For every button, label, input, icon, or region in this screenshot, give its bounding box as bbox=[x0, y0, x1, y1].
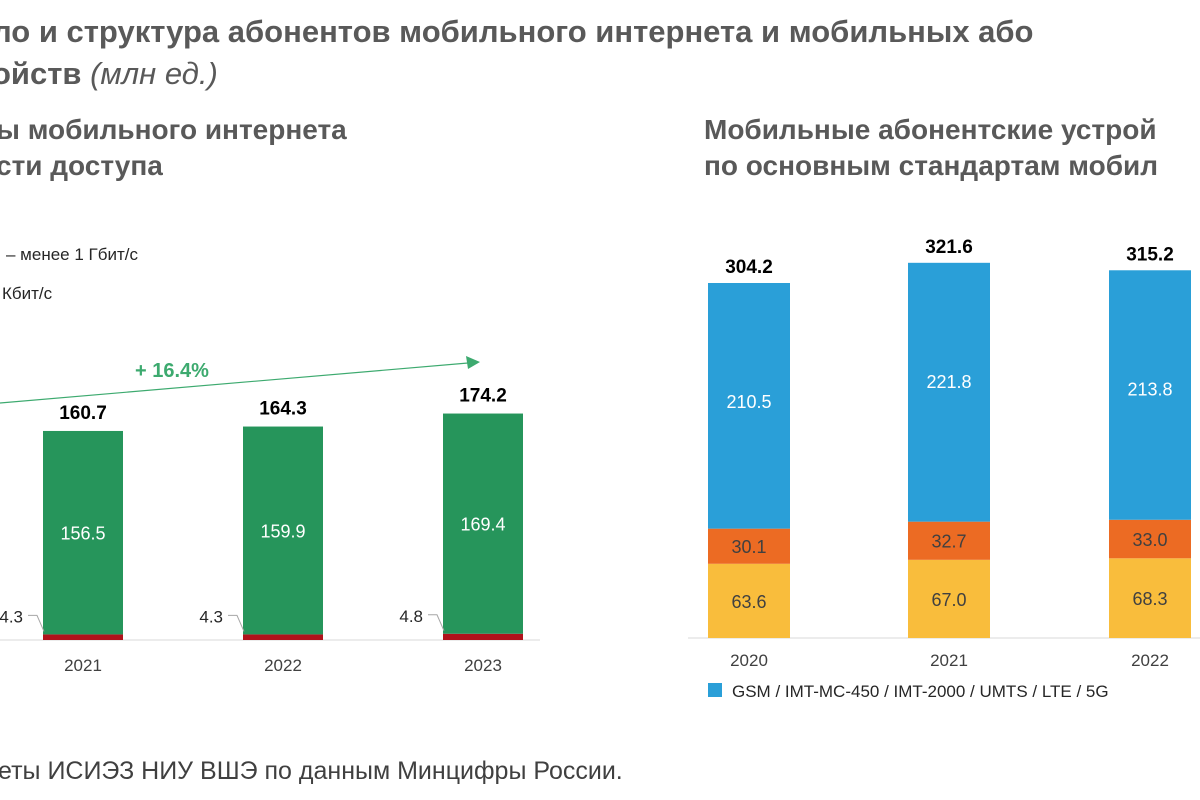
growth-arrow-head bbox=[466, 356, 480, 369]
left-x-tick-label: 2022 bbox=[264, 656, 302, 675]
right-bar-value-label: 67.0 bbox=[931, 590, 966, 610]
right-bar-total-label: 304.2 bbox=[725, 257, 773, 278]
right-bar-segment bbox=[708, 528, 790, 564]
right-bar-value-label: 33.0 bbox=[1132, 530, 1167, 550]
left-leader-line bbox=[428, 614, 445, 631]
page-title-italic: (млн ед.) bbox=[90, 56, 218, 91]
right-x-tick-label: 2022 bbox=[1131, 651, 1169, 670]
left-subtitle-line1: ы мобильного интернета bbox=[0, 114, 347, 145]
right-bar-segment bbox=[708, 563, 790, 638]
right-bar-value-label: 68.3 bbox=[1132, 589, 1167, 609]
left-bar-value-label: 169.4 bbox=[460, 515, 505, 535]
page-title-line2: ойств (млн ед.) bbox=[0, 56, 218, 92]
left-bar-main-segment bbox=[443, 413, 523, 634]
right-bar-value-label: 32.7 bbox=[931, 532, 966, 552]
right-bar-segment bbox=[908, 521, 990, 560]
right-subtitle-line1: Мобильные абонентские устрой bbox=[704, 114, 1157, 145]
right-bar-segment bbox=[1109, 270, 1191, 520]
left-legend-item-2: Кбит/с bbox=[2, 284, 53, 303]
left-bar-total-label: 174.2 bbox=[459, 386, 507, 407]
left-small-value-label: 4.3 bbox=[0, 607, 23, 626]
right-bar-value-label: 30.1 bbox=[731, 537, 766, 557]
left-bar-small-segment bbox=[43, 634, 123, 640]
right-legend-label: GSM / IMT-MC-450 / IMT-2000 / UMTS / LTE… bbox=[732, 682, 1109, 701]
right-subtitle-line2: по основным стандартам мобил bbox=[704, 150, 1159, 181]
page-title-line1: ло и структура абонентов мобильного инте… bbox=[0, 14, 1034, 49]
growth-arrow-line bbox=[0, 362, 469, 404]
right-bar-total-label: 321.6 bbox=[925, 237, 973, 258]
right-bar-value-label: 221.8 bbox=[926, 372, 971, 392]
right-bar-segment bbox=[1109, 558, 1191, 638]
right-x-tick-label: 2021 bbox=[930, 651, 968, 670]
right-bar-segment bbox=[908, 559, 990, 638]
left-bar-small-segment bbox=[443, 633, 523, 640]
right-x-tick-label: 2020 bbox=[730, 651, 768, 670]
right-bar-total-label: 315.2 bbox=[1126, 244, 1174, 265]
left-bar-total-label: 164.3 bbox=[259, 399, 307, 420]
right-legend-swatch bbox=[708, 683, 722, 697]
page-title-bold: ойств bbox=[0, 56, 82, 91]
left-leader-line bbox=[228, 614, 245, 632]
left-bar-value-label: 156.5 bbox=[60, 524, 105, 544]
left-small-value-label: 4.8 bbox=[399, 607, 423, 626]
left-x-tick-label: 2021 bbox=[64, 656, 102, 675]
growth-label: + 16.4% bbox=[135, 360, 209, 382]
right-bar-value-label: 63.6 bbox=[731, 592, 766, 612]
right-bar-value-label: 210.5 bbox=[726, 392, 771, 412]
left-subtitle-line2: сти доступа bbox=[0, 150, 163, 181]
left-bar-value-label: 159.9 bbox=[260, 521, 305, 541]
right-bar-segment bbox=[908, 262, 990, 522]
left-bar-small-segment bbox=[243, 634, 323, 640]
left-legend-item-1: – менее 1 Гбит/с bbox=[6, 245, 138, 264]
right-bar-segment bbox=[708, 282, 790, 529]
right-bar-segment bbox=[1109, 519, 1191, 559]
left-leader-line bbox=[28, 614, 45, 632]
left-bar-main-segment bbox=[43, 430, 123, 635]
left-small-value-label: 4.3 bbox=[199, 607, 223, 626]
right-bar-value-label: 213.8 bbox=[1127, 379, 1172, 399]
left-bar-main-segment bbox=[243, 426, 323, 635]
left-bar-total-label: 160.7 bbox=[59, 403, 107, 424]
left-x-tick-label: 2023 bbox=[464, 656, 502, 675]
source-note: еты ИСИЭЗ НИУ ВШЭ по данным Минцифры Рос… bbox=[0, 757, 623, 785]
